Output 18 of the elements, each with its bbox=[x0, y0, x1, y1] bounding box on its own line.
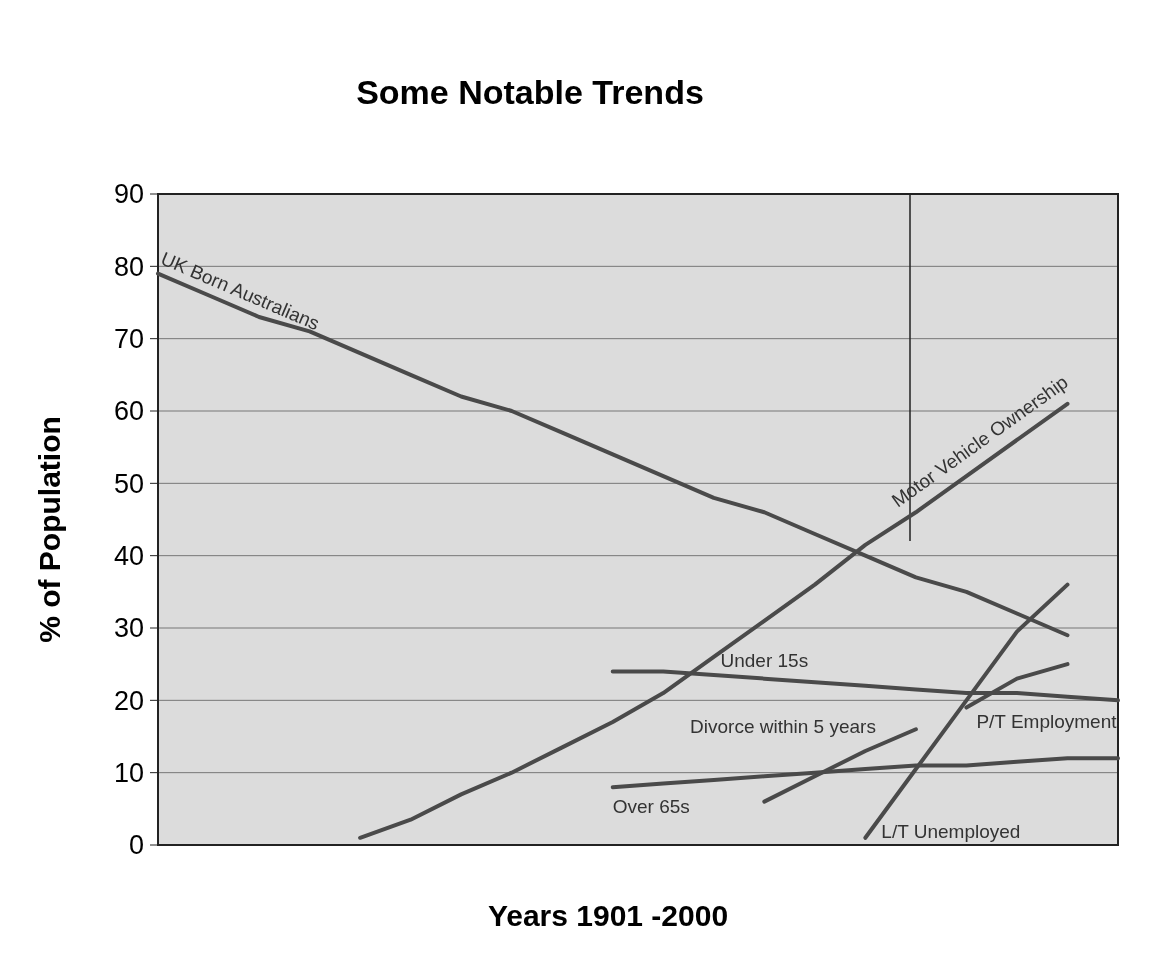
y-axis-title: % of Population bbox=[33, 416, 66, 643]
y-tick-label: 90 bbox=[113, 179, 144, 210]
series-label: Divorce within 5 years bbox=[690, 716, 876, 738]
y-tick-label: 50 bbox=[113, 468, 144, 499]
y-tick-label: 40 bbox=[113, 541, 144, 572]
y-tick-label: 0 bbox=[128, 830, 144, 861]
series-label: Under 15s bbox=[720, 649, 809, 671]
series-label: Over 65s bbox=[612, 796, 690, 818]
y-tick-label: 30 bbox=[113, 613, 144, 644]
series-label: P/T Employment bbox=[976, 710, 1118, 732]
x-axis-title: Years 1901 -2000 bbox=[487, 899, 729, 932]
chart-title: Some Notable Trends bbox=[356, 73, 704, 111]
series-label: L/T Unemployed bbox=[881, 820, 1021, 842]
y-tick-label: 60 bbox=[113, 396, 144, 427]
y-tick-label: 80 bbox=[113, 251, 144, 282]
y-tick-label: 10 bbox=[113, 758, 144, 789]
y-tick-label: 70 bbox=[113, 324, 144, 355]
y-tick-label: 20 bbox=[113, 685, 144, 716]
